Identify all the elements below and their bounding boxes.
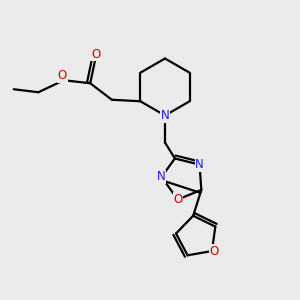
Text: O: O — [91, 48, 100, 61]
Text: O: O — [173, 193, 182, 206]
Text: N: N — [160, 109, 169, 122]
Text: N: N — [157, 170, 166, 184]
Text: N: N — [195, 158, 204, 171]
Text: O: O — [58, 69, 67, 82]
Text: O: O — [210, 244, 219, 257]
